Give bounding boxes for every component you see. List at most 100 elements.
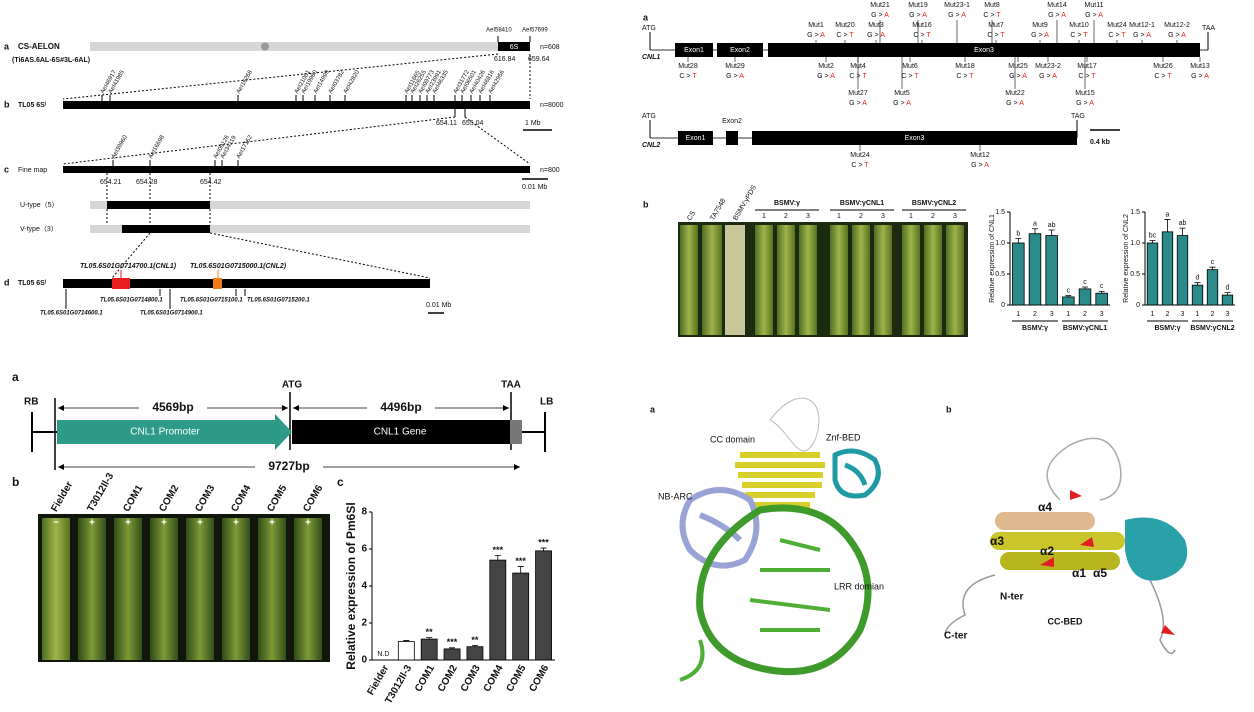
group-label: BSMV:γCNL2 [1190,325,1234,332]
segment-label: 6S [510,44,519,51]
ref-base: C > [983,12,996,19]
recombinant-type: V-type（3） [20,225,58,233]
mutation-name: Mut12-1 [1129,22,1155,29]
recombinant-bar [90,201,530,209]
leaf-photo [874,225,892,335]
exon-label: Exon1 [684,47,704,54]
x-tick-label: COM2 [436,663,460,694]
leaf-photo [924,225,942,335]
alt-base: T [969,73,974,80]
panel-label: b [946,404,952,414]
line-label: COM6 [301,483,325,514]
mutation-change: C > T [1070,32,1088,39]
leaf-photo [946,225,964,335]
ref-base: C > [901,73,914,80]
alt-base: A [961,12,966,19]
ref-base: G > [893,100,906,107]
bar [397,641,415,661]
x-tick-label: 2 [1211,311,1215,318]
value-label: N.D [377,651,389,658]
stop-codon: TAG [1071,113,1085,120]
error-bar [1098,290,1105,294]
mutation-name: Mut29 [725,63,745,70]
line-label: T3012Il-3 [85,471,116,514]
mutation-name: Mut26 [1153,63,1173,70]
leaf-photo [902,225,920,335]
alt-base: A [984,162,989,169]
control-label: CS [686,210,697,222]
bar [1045,235,1058,306]
y-tick-label: 0.5 [1130,271,1140,278]
position: 654.11 [436,120,457,127]
protein-structure-b [944,437,1188,655]
y-tick-label: 1.5 [1130,209,1140,216]
infection-sign: + [269,518,275,529]
x-tick-label: 3 [1100,311,1104,318]
group-label: BSMV:γCNL2 [912,200,956,207]
replicate-label: 1 [837,213,841,220]
significance-letter: c [1067,288,1071,295]
ref-base: G > [909,12,922,19]
domain-label: LRR domian [834,581,884,591]
error-bar [1179,227,1186,236]
replicate-label: 3 [881,213,885,220]
y-tick-label: 4 [361,581,367,592]
gene-label: TL05.6S01G0715100.1 [180,298,243,304]
mutation-name: Mut20 [835,22,855,29]
line-label: COM5 [265,483,289,514]
y-tick-label: 2 [361,618,367,629]
group-label: BSMV:γCNL1 [840,200,884,207]
exon [726,131,738,145]
ref-base: G > [1048,12,1061,19]
alt-base: T [862,73,867,80]
candidate-label: TL05.6S01G0715000.1(CNL2) [190,263,287,270]
error-bar [449,647,456,649]
ref-base: G > [1133,32,1146,39]
gene-label: TL05.6S01G0714900.1 [140,311,203,317]
alt-base: A [820,32,825,39]
zoom-line [111,232,151,279]
error-bar [426,637,433,640]
x-tick-label: 2 [1033,311,1037,318]
domain-label: CC domain [710,434,755,444]
zoom-line [209,232,431,279]
ref-base: G > [971,162,984,169]
alt-base: T [1091,73,1096,80]
gene-label: TL05.6S01G0714800.1 [100,298,163,304]
leaf-photo [114,518,142,660]
mutation-change: G > A [1168,32,1186,39]
gene-body [292,420,510,444]
recombinant-segment [107,201,210,209]
structure-title: CC-BED [1048,616,1083,626]
position: 654.42 [200,179,222,186]
bar [1206,269,1219,306]
x-tick-label: COM1 [413,663,437,694]
domain-label: Znf-BED [826,432,861,442]
y-tick-label: 8 [361,507,367,518]
mutation-name: Mut15 [1075,90,1095,97]
x-tick-label: COM4 [482,663,506,694]
error-bar [1065,295,1072,297]
row-name: Fine map [18,167,47,174]
mutation-name: Mut25 [1008,63,1028,70]
bar [420,638,438,661]
significance-letter: d [1196,275,1200,282]
marker: AeI57699 [522,28,548,34]
mutation-change: C > T [836,32,854,39]
gene-label: TL05.6S01G0714600.1 [40,311,103,317]
alt-base: T [914,73,919,80]
mutation-change: C > T [1078,73,1096,80]
significance-letter: c [1083,279,1087,286]
replicate-label: 1 [909,213,913,220]
mutation-name: Mut24 [850,152,870,159]
x-tick-label: 1 [1066,311,1070,318]
panel-label: a [12,370,19,384]
y-tick-label: 0.5 [995,271,1005,278]
mutation-name: Mut3 [868,22,884,29]
mutation-name: Mut23-2 [1035,63,1061,70]
bar [1028,233,1042,306]
part-label: CNL1 Gene [374,427,427,438]
ref-base: G > [726,73,739,80]
ref-base: C > [913,32,926,39]
